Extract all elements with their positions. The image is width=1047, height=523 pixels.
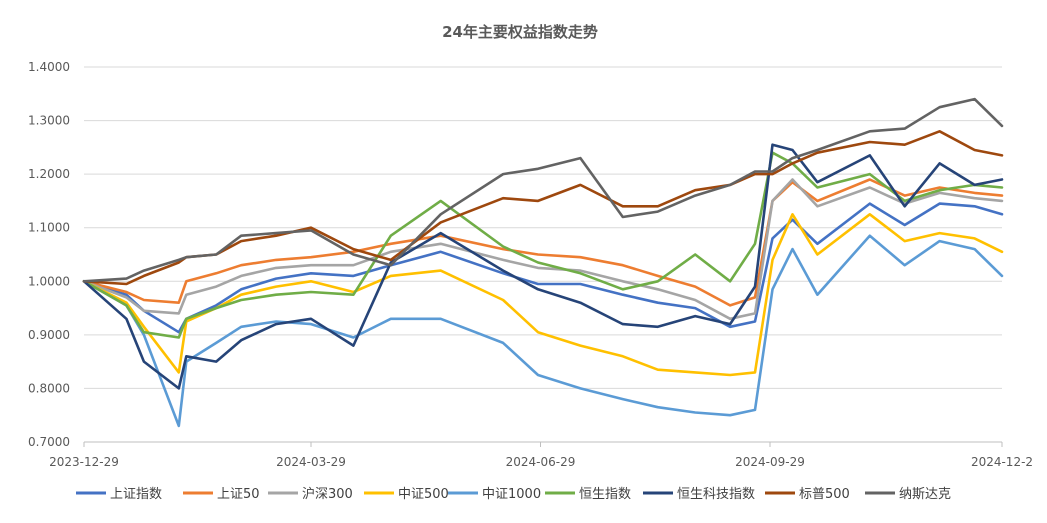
x-tick-label: 2024-06-29 bbox=[506, 455, 576, 469]
legend-label: 中证1000 bbox=[482, 487, 541, 502]
series-line-2 bbox=[82, 178, 1004, 321]
gridlines bbox=[84, 66, 1002, 389]
y-tick-label: 1.0000 bbox=[28, 274, 70, 288]
legend-item: 中证500 bbox=[364, 487, 449, 502]
series-line-5 bbox=[82, 151, 1004, 339]
legend-item: 中证1000 bbox=[448, 487, 541, 502]
legend-label: 标普500 bbox=[799, 487, 850, 502]
legend-item: 恒生科技指数 bbox=[643, 487, 755, 502]
y-axis: 0.7000 0.8000 0.9000 1.0000 1.1000 1.2000 1.30… bbox=[28, 60, 70, 449]
series-line-6 bbox=[82, 143, 1004, 390]
legend-item: 上证50 bbox=[183, 487, 260, 502]
x-tick-label: 2023-12-29 bbox=[49, 455, 119, 469]
y-tick-label: 1.3000 bbox=[28, 114, 70, 128]
y-tick-label: 0.9000 bbox=[28, 328, 70, 342]
legend-label: 中证500 bbox=[398, 487, 449, 502]
legend-label: 上证50 bbox=[217, 487, 260, 502]
x-tick-label: 2024-09-29 bbox=[735, 455, 805, 469]
chart-title: 24年主要权益指数走势 bbox=[442, 23, 598, 41]
x-tick-label: 2024-12-2 bbox=[971, 455, 1033, 469]
legend-item: 标普500 bbox=[765, 487, 850, 502]
series-line-1 bbox=[82, 178, 1004, 307]
legend-label: 恒生科技指数 bbox=[677, 487, 755, 502]
y-tick-label: 1.1000 bbox=[28, 221, 70, 235]
legend: 上证指数 上证50 沪深300 中证500 中证1000 恒生指数 恒生科技指数 标普500 纳… bbox=[76, 486, 951, 502]
legend-item: 沪深300 bbox=[268, 486, 353, 502]
legend-label: 沪深300 bbox=[302, 486, 353, 502]
y-tick-label: 0.8000 bbox=[28, 381, 70, 395]
series-line-3 bbox=[82, 213, 1004, 377]
legend-label: 恒生指数 bbox=[579, 487, 631, 502]
x-axis: 2023-12-29 2024-03-29 2024-06-29 2024-09-29… bbox=[49, 441, 1033, 469]
series-lines bbox=[82, 97, 1004, 428]
legend-label: 纳斯达克 bbox=[899, 487, 951, 502]
legend-item: 纳斯达克 bbox=[865, 487, 951, 502]
legend-item: 恒生指数 bbox=[545, 487, 631, 502]
legend-item: 上证指数 bbox=[76, 487, 162, 502]
legend-label: 上证指数 bbox=[110, 487, 162, 502]
series-line-8 bbox=[82, 97, 1004, 283]
y-tick-label: 1.4000 bbox=[28, 60, 70, 74]
y-tick-label: 1.2000 bbox=[28, 167, 70, 181]
y-tick-label: 0.7000 bbox=[28, 435, 70, 449]
series-line-4 bbox=[82, 234, 1004, 428]
x-tick-label: 2024-03-29 bbox=[276, 455, 346, 469]
